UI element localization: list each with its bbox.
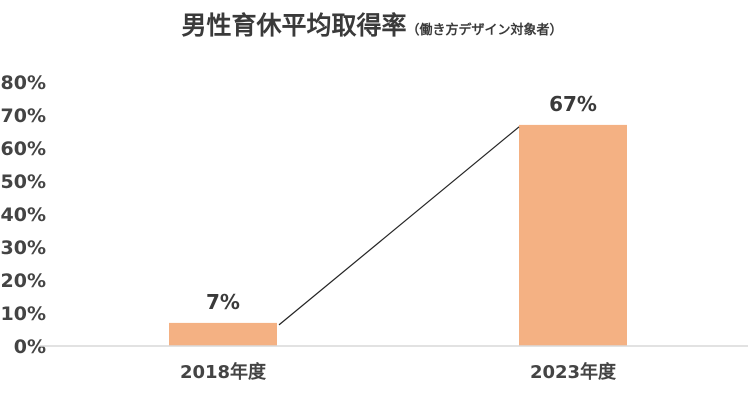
x-tick-label: 2023年度 xyxy=(530,361,617,383)
x-axis: 2018年度 2023年度 xyxy=(40,345,748,383)
data-label: 7% xyxy=(206,290,240,314)
y-tick-label: 30% xyxy=(1,237,46,259)
y-axis: 0% 10% 20% 30% 40% 50% 60% 70% 80% xyxy=(1,72,46,358)
y-tick-label: 80% xyxy=(1,72,46,94)
y-tick-label: 40% xyxy=(1,204,46,226)
chart-title: 男性育休平均取得率（働き方デザイン対象者） xyxy=(181,11,562,40)
bars-group: 7% 67% xyxy=(169,92,627,347)
bar xyxy=(169,322,277,346)
bar xyxy=(519,124,627,347)
x-tick-label: 2018年度 xyxy=(180,361,267,383)
data-label: 67% xyxy=(549,92,597,116)
y-tick-label: 20% xyxy=(1,270,46,292)
y-tick-label: 60% xyxy=(1,138,46,160)
y-tick-label: 0% xyxy=(14,336,46,358)
connector-line xyxy=(278,126,520,326)
chart-title-main: 男性育休平均取得率 xyxy=(181,11,406,40)
chart-title-subtitle: （働き方デザイン対象者） xyxy=(407,22,563,38)
y-tick-label: 50% xyxy=(1,171,46,193)
y-tick-label: 70% xyxy=(1,105,46,127)
y-tick-label: 10% xyxy=(1,303,46,325)
